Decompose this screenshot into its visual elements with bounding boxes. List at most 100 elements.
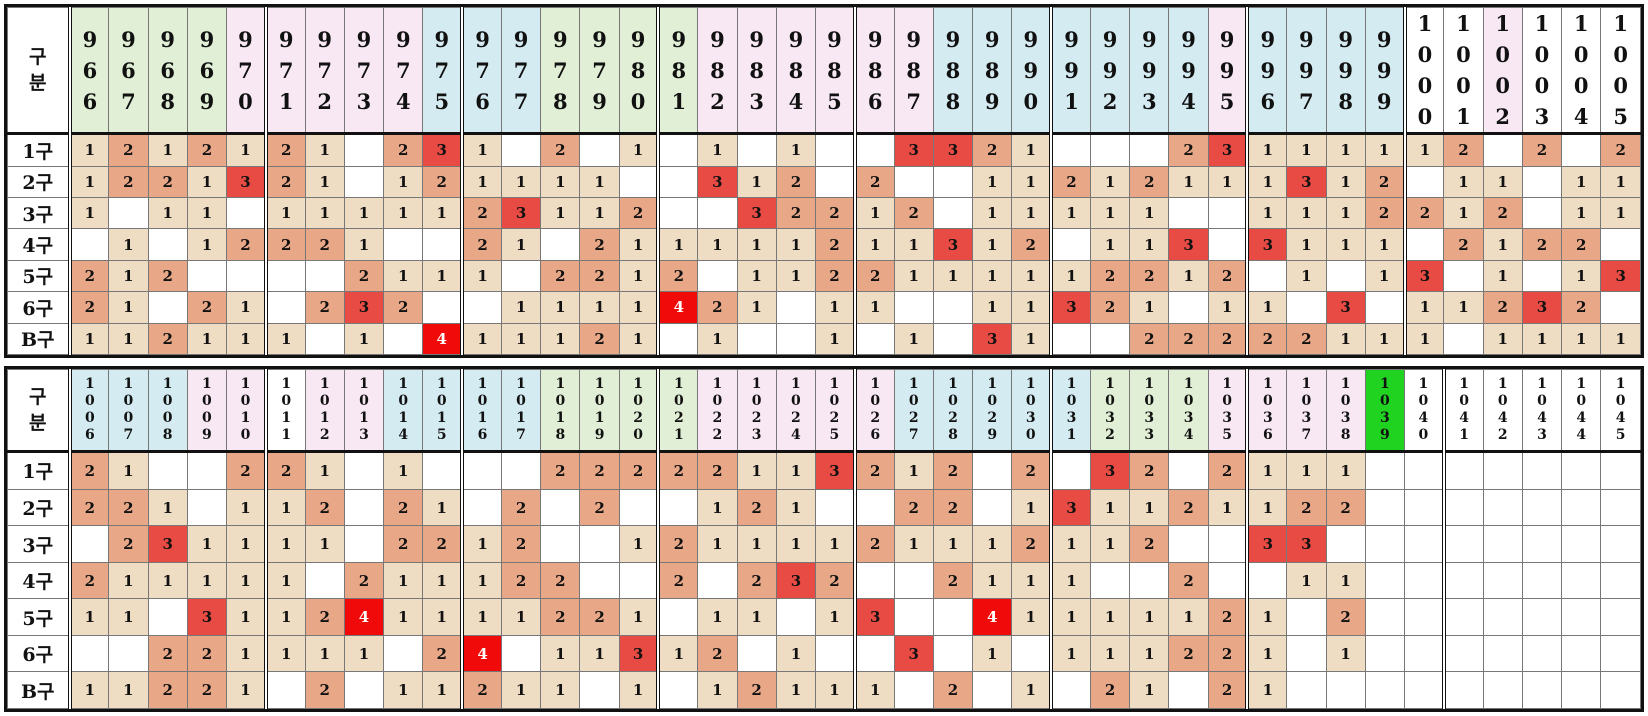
count-cell: 1 — [460, 165, 502, 198]
count-cell: 2 — [108, 488, 149, 527]
count-cell: 2 — [815, 196, 856, 230]
count-cell: 1 — [932, 259, 974, 293]
count-cell — [1325, 525, 1366, 563]
count-cell: 2 — [1049, 165, 1091, 198]
count-cell: 1 — [226, 291, 267, 324]
count-cell — [697, 561, 738, 600]
count-cell: 3 — [343, 291, 385, 324]
count-cell: 1 — [618, 671, 659, 709]
row-label: 6구 — [7, 291, 72, 324]
count-cell — [1286, 291, 1327, 324]
count-cell: 1 — [147, 488, 188, 527]
count-cell: 2 — [815, 228, 856, 261]
count-cell: 1 — [108, 598, 149, 636]
count-cell: 1 — [618, 291, 659, 324]
count-cell: 1 — [226, 322, 267, 356]
row-label: 4구 — [7, 561, 72, 600]
count-cell: 3 — [186, 598, 228, 636]
count-cell: 2 — [932, 671, 974, 709]
count-cell: 1 — [263, 322, 306, 356]
count-cell: 3 — [775, 561, 817, 600]
count-cell: 1 — [579, 196, 620, 230]
count-cell: 1 — [147, 196, 188, 230]
count-cell: 1 — [147, 561, 188, 600]
count-cell — [1600, 671, 1641, 709]
count-cell: 1 — [1482, 228, 1523, 261]
count-cell — [1482, 561, 1523, 600]
count-cell: 2 — [1168, 561, 1209, 600]
count-cell — [1364, 671, 1406, 709]
count-cell — [972, 451, 1013, 490]
count-cell: 1 — [1402, 322, 1445, 356]
count-cell: 1 — [815, 291, 856, 324]
count-cell — [1364, 525, 1406, 563]
count-cell — [736, 634, 777, 673]
count-cell — [815, 488, 856, 527]
count-cell: 4 — [972, 598, 1013, 636]
count-cell — [383, 228, 424, 261]
count-cell: 1 — [618, 228, 659, 261]
count-cell: 1 — [1521, 322, 1563, 356]
count-cell — [1207, 196, 1248, 230]
count-cell: 2 — [422, 634, 463, 673]
count-cell: 1 — [1011, 488, 1052, 527]
count-cell — [1168, 291, 1209, 324]
count-cell: 1 — [1286, 561, 1327, 600]
count-cell — [1364, 598, 1406, 636]
count-cell: 2 — [68, 451, 110, 490]
count-cell: 4 — [343, 598, 385, 636]
count-cell — [1561, 634, 1602, 673]
count-cell: 2 — [736, 488, 777, 527]
count-cell: 1 — [383, 196, 424, 230]
count-cell: 2 — [1521, 133, 1563, 167]
count-cell: 1 — [1443, 196, 1484, 230]
count-cell: 2 — [263, 228, 306, 261]
count-cell: 1 — [775, 228, 817, 261]
count-cell: 1 — [697, 133, 738, 167]
count-cell: 1 — [540, 291, 581, 324]
count-cell: 1 — [460, 259, 502, 293]
count-cell: 3 — [226, 165, 267, 198]
count-cell — [1325, 671, 1366, 709]
count-cell: 2 — [736, 671, 777, 709]
count-cell: 1 — [68, 165, 110, 198]
count-cell: 2 — [226, 228, 267, 261]
count-cell: 1 — [343, 196, 385, 230]
count-cell: 1 — [1600, 196, 1641, 230]
row-label: 3구 — [7, 525, 72, 563]
count-cell: 2 — [383, 525, 424, 563]
count-cell — [1441, 598, 1484, 636]
count-cell — [1561, 133, 1602, 167]
count-cell: 1 — [1011, 561, 1052, 600]
count-cell: 1 — [422, 259, 463, 293]
count-cell: 3 — [893, 133, 934, 167]
count-cell: 3 — [852, 598, 895, 636]
count-cell: 1 — [108, 291, 149, 324]
count-cell — [1482, 488, 1523, 527]
count-cell: 1 — [1011, 165, 1052, 198]
count-cell: 1 — [108, 561, 149, 600]
count-cell: 2 — [68, 259, 110, 293]
count-cell: 1 — [1245, 634, 1288, 673]
count-cell: 1 — [579, 165, 620, 198]
count-cell — [422, 451, 463, 490]
count-cell: 1 — [1561, 196, 1602, 230]
count-cell: 1 — [383, 165, 424, 198]
count-cell — [383, 634, 424, 673]
